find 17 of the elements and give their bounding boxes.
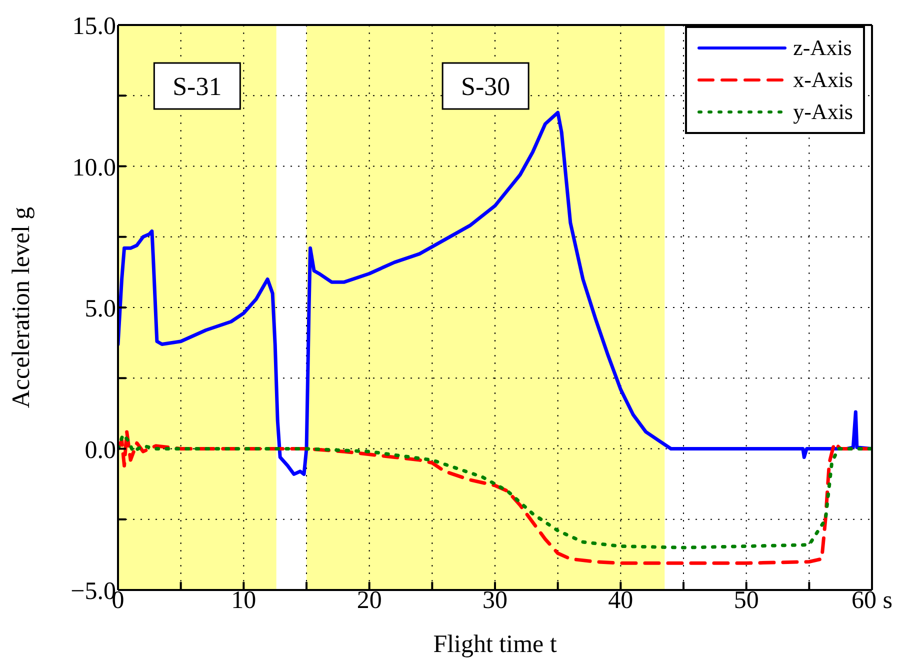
y-tick-label: 10.0 xyxy=(72,154,116,182)
band-label: S-30 xyxy=(461,72,510,101)
x-tick-label: 60 s xyxy=(852,587,892,614)
y-tick-label: 0.0 xyxy=(84,436,116,464)
y-tick-label: 15.0 xyxy=(72,13,116,40)
legend-label: y-Axis xyxy=(793,99,853,125)
y-axis-title: Acceleration level g xyxy=(8,206,35,408)
band-label: S-31 xyxy=(172,72,222,101)
x-tick-label: 40 xyxy=(608,587,634,614)
x-tick-label: 10 xyxy=(231,587,256,614)
legend-label: z-Axis xyxy=(793,35,852,61)
x-tick-label: 30 xyxy=(482,587,508,614)
x-axis-title: Flight time t xyxy=(433,631,557,658)
x-tick-label: 50 xyxy=(734,587,759,614)
x-tick-label: 20 xyxy=(356,587,382,614)
legend-label: x-Axis xyxy=(793,67,853,93)
y-tick-label: 5.0 xyxy=(84,296,116,322)
